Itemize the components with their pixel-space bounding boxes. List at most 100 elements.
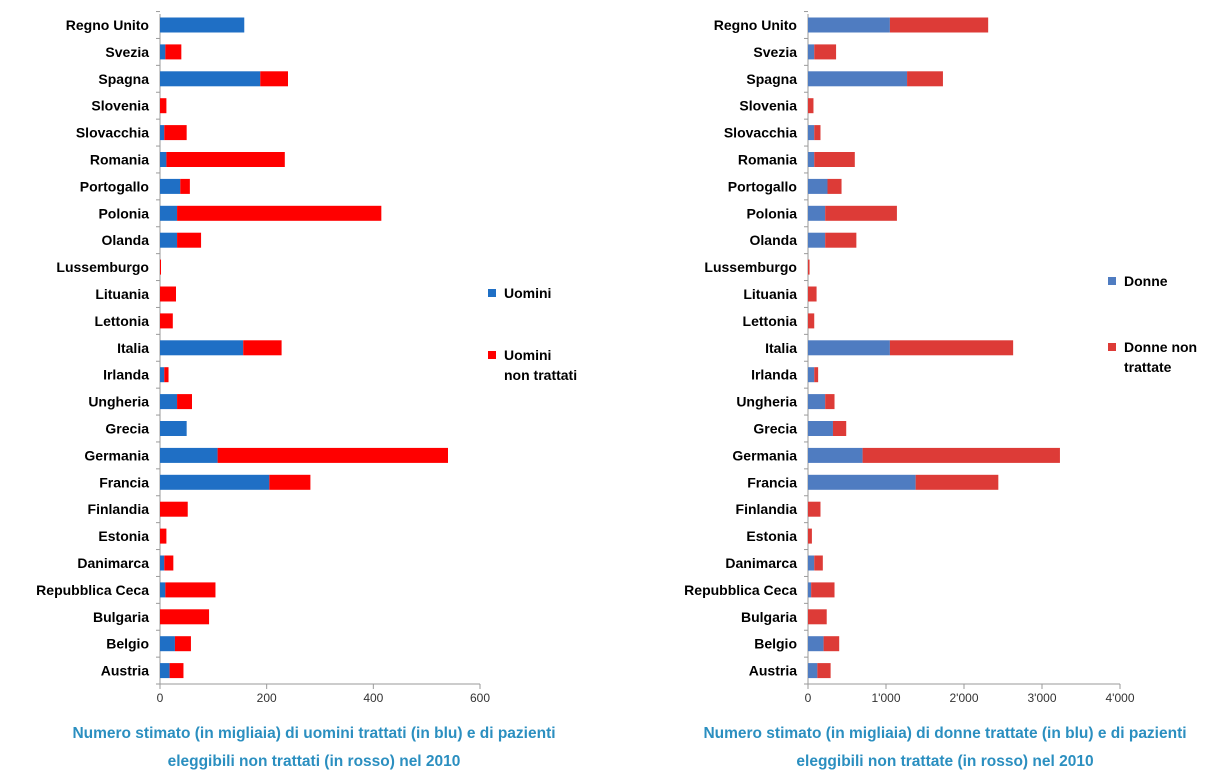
men-untreated-bar xyxy=(177,232,202,248)
women-category-label: Italia xyxy=(765,340,797,356)
women-untreated-bar xyxy=(825,232,857,248)
women-untreated-bar xyxy=(825,394,835,410)
men-treated-bar xyxy=(160,205,178,221)
men-category-label: Francia xyxy=(99,474,149,490)
men-category-label: Slovenia xyxy=(91,98,149,114)
women-treated-bar xyxy=(808,663,818,679)
men-category-label: Spagna xyxy=(98,71,149,87)
men-treated-bar xyxy=(160,367,165,383)
women-treated-bar xyxy=(808,447,863,463)
men-untreated-bar xyxy=(165,582,216,598)
men-treated-bar xyxy=(160,232,178,248)
men-category-label: Estonia xyxy=(98,528,149,544)
men-untreated-bar xyxy=(160,286,176,302)
women-treated-bar xyxy=(808,636,824,652)
women-untreated-bar xyxy=(814,152,855,167)
women-category-label: Slovacchia xyxy=(724,125,797,141)
women-category-label: Irlanda xyxy=(751,367,797,383)
women-treated-bar xyxy=(808,232,826,248)
women-category-label: Bulgaria xyxy=(741,609,797,625)
men-untreated-bar xyxy=(174,636,191,652)
women-category-label: Finlandia xyxy=(736,501,798,517)
men-treated-bar xyxy=(160,663,170,679)
men-untreated-bar xyxy=(166,152,285,167)
men-untreated-bar xyxy=(160,609,210,625)
men-untreated-bar xyxy=(160,501,188,517)
caption-right-line-1: Numero stimato (in migliaia) di donne tr… xyxy=(703,725,1187,742)
men-treated-bar xyxy=(160,17,245,33)
women-x-tick-label: 2'000 xyxy=(950,691,979,705)
men-treated-bar xyxy=(160,125,165,141)
men-untreated-bar xyxy=(169,663,184,679)
men-x-tick-label: 400 xyxy=(363,691,383,705)
women-legend-label-treated: Donne xyxy=(1124,273,1168,289)
women-treated-bar xyxy=(808,71,908,87)
caption-right-line-2: eleggibili non trattate (in rosso) nel 2… xyxy=(796,753,1094,770)
men-treated-bar xyxy=(160,178,181,194)
women-untreated-bar xyxy=(915,474,999,490)
men-legend-swatch-treated xyxy=(488,289,496,297)
legend-label-line: Uomini xyxy=(504,285,551,301)
men-category-label: Portogallo xyxy=(80,178,149,194)
women-untreated-bar xyxy=(814,367,819,383)
legend-label-line: Donne non xyxy=(1124,339,1197,355)
women-untreated-bar xyxy=(814,44,837,60)
men-untreated-bar xyxy=(243,340,282,356)
women-category-label: Ungheria xyxy=(736,394,797,410)
women-category-label: Regno Unito xyxy=(714,17,797,33)
women-untreated-bar xyxy=(889,17,989,33)
women-treated-bar xyxy=(808,152,815,167)
women-treated-bar xyxy=(808,125,815,141)
men-category-label: Lettonia xyxy=(95,313,150,329)
women-untreated-bar xyxy=(825,205,897,221)
men-treated-bar xyxy=(160,636,175,652)
women-untreated-bar xyxy=(862,447,1060,463)
men-category-label: Danimarca xyxy=(77,555,149,571)
men-treated-bar xyxy=(160,394,178,410)
caption-left-line-1: Numero stimato (in migliaia) di uomini t… xyxy=(72,725,556,742)
women-treated-bar xyxy=(808,340,890,356)
men-treated-bar xyxy=(160,421,187,436)
women-category-label: Grecia xyxy=(753,421,797,437)
men-treated-bar xyxy=(160,71,261,87)
men-untreated-bar xyxy=(164,367,169,383)
women-legend-swatch-untreated xyxy=(1108,343,1116,351)
women-untreated-bar xyxy=(808,609,827,625)
women-treated-bar xyxy=(808,367,815,383)
men-untreated-bar xyxy=(165,44,182,60)
men-treated-bar xyxy=(160,44,166,60)
men-untreated-bar xyxy=(160,528,167,544)
women-category-label: Repubblica Ceca xyxy=(684,582,797,598)
men-category-label: Irlanda xyxy=(103,367,149,383)
men-legend-label-untreated: Uomini non trattati xyxy=(504,347,577,383)
women-category-label: Lettonia xyxy=(743,313,798,329)
legend-label-line: trattate xyxy=(1124,359,1172,375)
women-category-label: Austria xyxy=(749,663,797,679)
women-category-label: Polonia xyxy=(746,205,797,221)
women-category-label: Olanda xyxy=(750,232,798,248)
women-untreated-bar xyxy=(811,582,835,598)
men-untreated-bar xyxy=(160,259,161,275)
women-category-label: Danimarca xyxy=(725,555,797,571)
men-legend-swatch-untreated xyxy=(488,351,496,359)
men-category-label: Germania xyxy=(84,447,149,463)
women-untreated-bar xyxy=(832,421,847,436)
men-category-label: Romania xyxy=(90,152,149,168)
women-treated-bar xyxy=(808,44,815,60)
women-x-tick-label: 3'000 xyxy=(1028,691,1057,705)
women-untreated-bar xyxy=(808,286,817,302)
women-category-label: Portogallo xyxy=(728,178,797,194)
men-untreated-bar xyxy=(217,447,448,463)
men-category-label: Austria xyxy=(101,663,149,679)
legend-label-line: Uomini xyxy=(504,347,551,363)
men-category-label: Polonia xyxy=(98,205,149,221)
women-category-label: Lituania xyxy=(743,286,797,302)
men-treated-bar xyxy=(160,340,244,356)
caption-left-line-2: eleggibili non trattati (in rosso) nel 2… xyxy=(167,753,461,770)
men-treated-bar xyxy=(160,152,167,167)
women-treated-bar xyxy=(808,474,916,490)
men-category-label: Repubblica Ceca xyxy=(36,582,149,598)
women-treated-bar xyxy=(808,582,812,598)
women-treated-bar xyxy=(808,394,826,410)
